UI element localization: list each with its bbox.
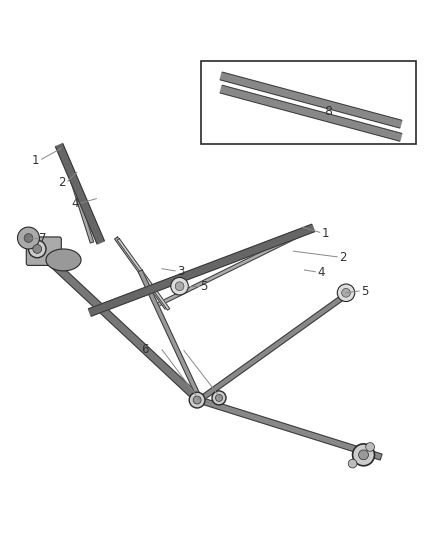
Text: 1: 1 <box>32 154 39 167</box>
Polygon shape <box>56 143 104 244</box>
Circle shape <box>171 278 188 295</box>
Text: 1: 1 <box>322 227 329 240</box>
Polygon shape <box>220 85 402 141</box>
Polygon shape <box>198 293 347 402</box>
Polygon shape <box>138 270 201 399</box>
Polygon shape <box>198 397 382 460</box>
Circle shape <box>337 284 355 302</box>
Circle shape <box>348 459 357 468</box>
Polygon shape <box>60 146 94 243</box>
Circle shape <box>366 442 374 451</box>
Text: 7: 7 <box>39 231 47 245</box>
Circle shape <box>175 282 184 290</box>
Bar <box>201 61 416 144</box>
Circle shape <box>33 245 42 253</box>
Polygon shape <box>155 228 312 308</box>
Text: 3: 3 <box>177 265 185 278</box>
Polygon shape <box>220 72 402 128</box>
Circle shape <box>359 450 368 460</box>
Polygon shape <box>115 237 168 309</box>
Polygon shape <box>117 239 170 310</box>
Circle shape <box>215 394 223 401</box>
Text: 2: 2 <box>58 176 66 189</box>
Polygon shape <box>88 224 314 316</box>
Circle shape <box>193 396 201 404</box>
Text: 5: 5 <box>361 285 369 298</box>
Circle shape <box>28 240 46 258</box>
Polygon shape <box>32 244 202 403</box>
Circle shape <box>189 392 205 408</box>
Circle shape <box>342 288 350 297</box>
Text: 8: 8 <box>324 104 332 117</box>
Text: 4: 4 <box>318 265 325 279</box>
Circle shape <box>353 444 374 466</box>
Text: 6: 6 <box>141 343 149 356</box>
Circle shape <box>212 391 226 405</box>
Circle shape <box>18 227 39 249</box>
Text: 4: 4 <box>71 197 79 211</box>
Circle shape <box>24 233 33 243</box>
FancyBboxPatch shape <box>26 237 61 265</box>
Text: 5: 5 <box>201 280 208 293</box>
Text: 2: 2 <box>339 251 347 264</box>
Ellipse shape <box>46 249 81 271</box>
